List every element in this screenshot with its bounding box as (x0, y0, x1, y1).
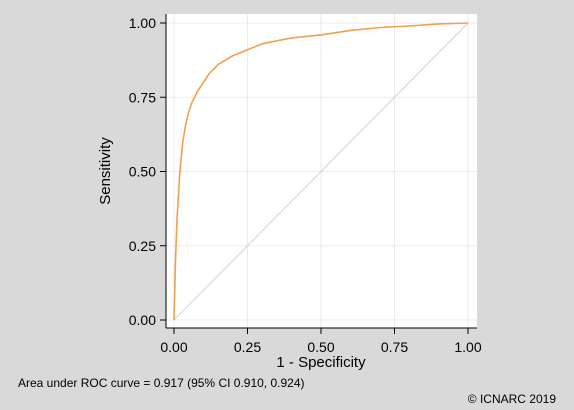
y-tick-label: 0.00 (129, 312, 156, 328)
x-tick-label: 0.75 (381, 339, 408, 355)
x-axis-title: 1 - Specificity (276, 354, 366, 371)
y-tick-label: 0.50 (129, 164, 156, 180)
copyright-credit: © ICNARC 2019 (467, 392, 556, 406)
x-tick-label: 0.50 (307, 339, 334, 355)
x-tick-label: 0.25 (234, 339, 261, 355)
tick-labels: 0.00 0.25 0.50 0.75 1.00 0.00 0.25 0.50 0.75 1.00 (129, 15, 482, 355)
x-tick-label: 0.00 (160, 339, 187, 355)
series-layer (173, 22, 469, 321)
reference-line (173, 22, 469, 321)
y-tick-label: 1.00 (129, 15, 156, 31)
roc-curve (173, 22, 469, 321)
auc-note: Area under ROC curve = 0.917 (95% CI 0.9… (18, 376, 305, 390)
y-tick-label: 0.25 (129, 238, 156, 254)
x-tick-label: 1.00 (454, 339, 481, 355)
y-tick-label: 0.75 (129, 89, 156, 105)
axes (160, 14, 477, 334)
y-axis-title: Sensitivity (97, 137, 114, 205)
roc-chart: 0.00 0.25 0.50 0.75 1.00 0.00 0.25 0.50 0.75 1.00… (97, 14, 482, 371)
